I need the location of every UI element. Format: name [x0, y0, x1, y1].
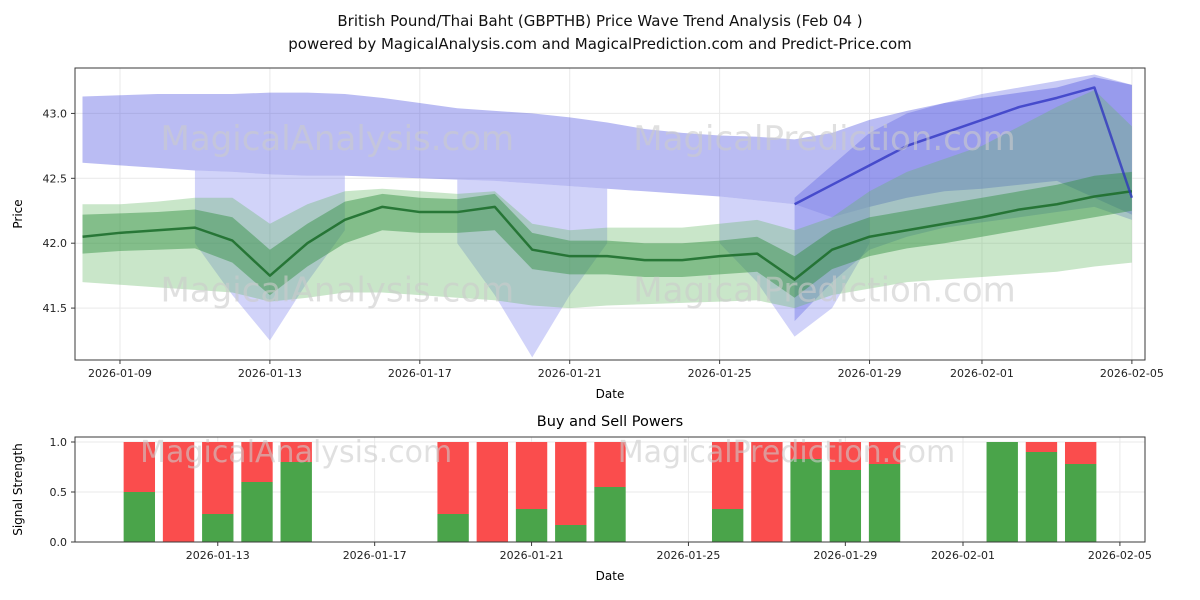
svg-text:43.0: 43.0: [43, 107, 68, 120]
svg-text:Buy and Sell Powers: Buy and Sell Powers: [537, 414, 683, 430]
chart-title: British Pound/Thai Baht (GBPTHB) Price W…: [0, 10, 1200, 57]
svg-text:2026-01-29: 2026-01-29: [838, 367, 902, 380]
svg-text:2026-01-09: 2026-01-09: [88, 367, 152, 380]
svg-text:MagicalPrediction.com: MagicalPrediction.com: [633, 119, 1016, 159]
svg-text:2026-01-17: 2026-01-17: [343, 549, 407, 562]
svg-text:0.5: 0.5: [50, 486, 68, 499]
svg-text:2026-01-17: 2026-01-17: [388, 367, 452, 380]
svg-text:MagicalPrediction.com: MagicalPrediction.com: [618, 435, 956, 470]
svg-text:2026-01-29: 2026-01-29: [813, 549, 877, 562]
svg-text:2026-02-01: 2026-02-01: [950, 367, 1014, 380]
svg-text:2026-01-25: 2026-01-25: [656, 549, 720, 562]
svg-text:2026-02-01: 2026-02-01: [931, 549, 995, 562]
svg-text:42.0: 42.0: [43, 237, 68, 250]
svg-text:2026-02-05: 2026-02-05: [1088, 549, 1152, 562]
svg-text:Date: Date: [596, 387, 625, 401]
svg-text:1.0: 1.0: [50, 436, 68, 449]
chart-title-line2: powered by MagicalAnalysis.com and Magic…: [288, 35, 912, 54]
buy-sell-powers-chart: MagicalAnalysis.com MagicalPrediction.com…: [11, 414, 1152, 583]
svg-text:2026-01-21: 2026-01-21: [538, 367, 602, 380]
svg-text:0.0: 0.0: [50, 536, 68, 549]
svg-text:2026-02-05: 2026-02-05: [1100, 367, 1164, 380]
svg-text:2026-01-21: 2026-01-21: [500, 549, 564, 562]
svg-text:MagicalPrediction.com: MagicalPrediction.com: [633, 271, 1016, 311]
svg-text:2026-01-13: 2026-01-13: [238, 367, 302, 380]
svg-text:Signal Strength: Signal Strength: [11, 443, 25, 536]
svg-text:MagicalAnalysis.com: MagicalAnalysis.com: [140, 435, 452, 470]
svg-text:41.5: 41.5: [43, 302, 68, 315]
svg-text:MagicalAnalysis.com: MagicalAnalysis.com: [161, 271, 515, 311]
svg-text:2026-01-13: 2026-01-13: [186, 549, 250, 562]
svg-text:42.5: 42.5: [43, 172, 68, 185]
svg-text:2026-01-25: 2026-01-25: [688, 367, 752, 380]
price-trend-chart: MagicalAnalysis.com MagicalPrediction.com…: [11, 67, 1164, 401]
svg-text:Price: Price: [11, 199, 25, 228]
svg-text:Date: Date: [596, 569, 625, 583]
svg-text:MagicalAnalysis.com: MagicalAnalysis.com: [161, 119, 515, 159]
chart-title-line1: British Pound/Thai Baht (GBPTHB) Price W…: [337, 12, 863, 30]
